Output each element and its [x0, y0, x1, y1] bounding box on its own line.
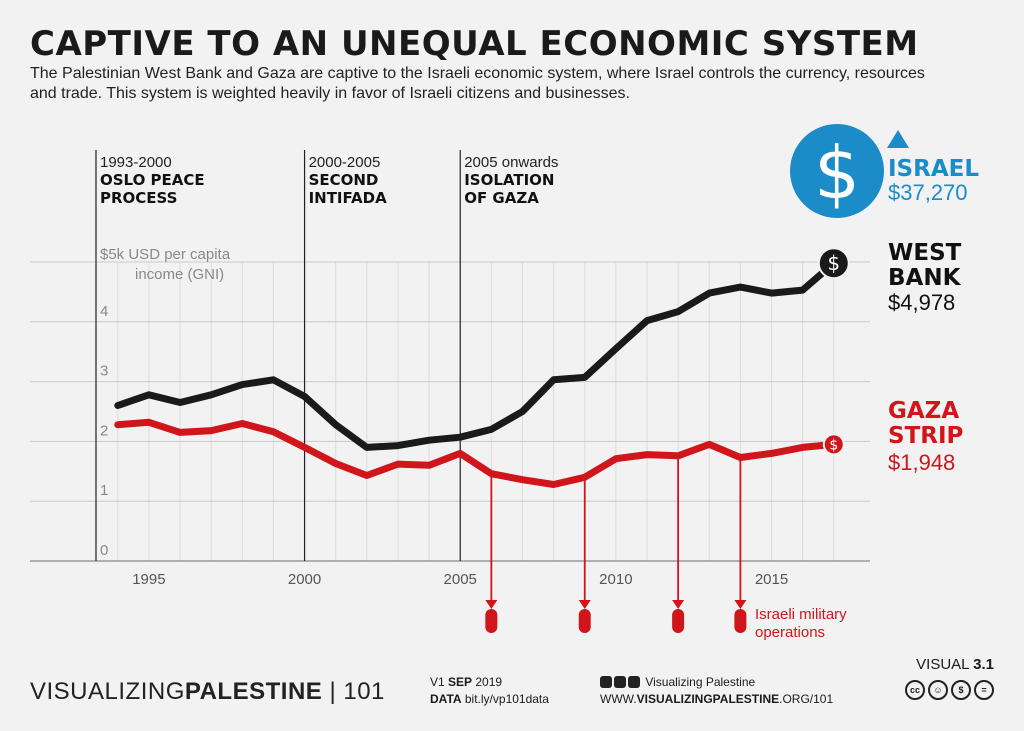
- bomb-icon: [485, 609, 498, 633]
- israel-value: $37,270: [888, 180, 968, 205]
- x-tick-label: 1995: [132, 571, 165, 588]
- operations-label: Israeli military: [755, 606, 847, 623]
- gaza-strip-line: [114, 418, 838, 488]
- twitter-icon[interactable]: [614, 676, 626, 688]
- footer-brand: VISUALIZINGPALESTINE | 101: [30, 678, 385, 706]
- brand-bold: PALESTINE: [184, 678, 323, 705]
- brand-regular: VISUALIZING: [30, 678, 185, 705]
- y-tick-label: 1: [100, 482, 108, 499]
- url-suffix: .ORG/101: [779, 692, 834, 706]
- west-bank-line: [114, 259, 838, 451]
- page-subtitle: The Palestinian West Bank and Gaza are c…: [30, 65, 925, 102]
- y-tick-label: 2: [100, 422, 108, 439]
- url-bold: VISUALIZINGPALESTINE: [636, 692, 780, 706]
- israel-label: ISRAEL: [888, 156, 979, 182]
- dollar-marker: [822, 433, 845, 456]
- x-tick-label: 2005: [444, 571, 477, 588]
- period-name: ISOLATION: [464, 171, 554, 189]
- version-prefix: V1: [430, 675, 449, 689]
- footer-url[interactable]: WWW.VISUALIZINGPALESTINE.ORG/101: [600, 691, 833, 708]
- version-year: 2019: [472, 675, 503, 689]
- url-prefix: WWW.: [600, 692, 637, 706]
- bomb-fin: [734, 600, 747, 609]
- period-name: OF GAZA: [464, 189, 539, 207]
- period-name: OSLO PEACE: [100, 171, 205, 189]
- bomb-fin: [485, 600, 498, 609]
- bomb-fin: [578, 600, 591, 609]
- license-nc-icon: $: [951, 680, 971, 700]
- dollar-marker: [817, 247, 850, 280]
- operations-label: operations: [755, 624, 825, 641]
- visual-number: VISUAL 3.1: [916, 656, 994, 673]
- y-axis-label: income (GNI): [135, 266, 224, 283]
- gaza-strip-label: GAZA: [888, 398, 959, 424]
- facebook-icon[interactable]: [628, 676, 640, 688]
- brand-suffix: | 101: [322, 678, 385, 705]
- israel-dollar-icon: $: [814, 131, 860, 215]
- period-years: 2000-2005: [309, 154, 381, 171]
- west-bank-value: $4,978: [888, 290, 955, 315]
- data-link[interactable]: bit.ly/vp101data: [461, 692, 549, 706]
- y-tick-label: 0: [100, 542, 108, 559]
- period-years: 1993-2000: [100, 154, 172, 171]
- bomb-icon: [734, 609, 747, 633]
- instagram-icon[interactable]: [600, 676, 612, 688]
- x-tick-label: 2010: [599, 571, 632, 588]
- bomb-icon: [578, 609, 591, 633]
- gaza-strip-label: STRIP: [888, 423, 963, 449]
- off-scale-up-arrow-icon: [887, 130, 909, 148]
- data-label: DATA: [430, 692, 462, 706]
- period-years: 2005 onwards: [464, 154, 558, 171]
- visual-id: 3.1: [973, 656, 994, 673]
- y-tick-label: 3: [100, 363, 108, 380]
- period-name: SECOND: [309, 171, 379, 189]
- page-title: CAPTIVE TO AN UNEQUAL ECONOMIC SYSTEM: [30, 24, 919, 64]
- bomb-fin: [672, 600, 685, 609]
- y-axis-label: $5k USD per capita: [100, 246, 231, 263]
- bomb-icon: [672, 609, 685, 633]
- y-tick-label: 4: [100, 303, 108, 320]
- footer-version: V1 SEP 2019 DATA bit.ly/vp101data: [430, 674, 549, 708]
- license-icons: cc ☺ $ =: [905, 680, 994, 700]
- license-cc-icon: cc: [905, 680, 925, 700]
- version-month: SEP: [448, 675, 473, 689]
- x-tick-label: 2015: [755, 571, 788, 588]
- visual-label: VISUAL: [916, 656, 974, 673]
- dollar-icon: $: [827, 251, 840, 275]
- period-name: INTIFADA: [309, 189, 388, 207]
- license-by-icon: ☺: [928, 680, 948, 700]
- israel-dollar-circle: [790, 124, 884, 218]
- license-nd-icon: =: [974, 680, 994, 700]
- west-bank-label: WEST: [888, 240, 962, 266]
- period-name: PROCESS: [100, 189, 177, 207]
- west-bank-label: BANK: [888, 265, 962, 291]
- gaza-strip-value: $1,948: [888, 450, 955, 475]
- social-name: Visualizing Palestine: [645, 675, 756, 689]
- dollar-icon: $: [829, 437, 838, 453]
- x-tick-label: 2000: [288, 571, 321, 588]
- footer-social: Visualizing Palestine WWW.VISUALIZINGPAL…: [600, 674, 833, 708]
